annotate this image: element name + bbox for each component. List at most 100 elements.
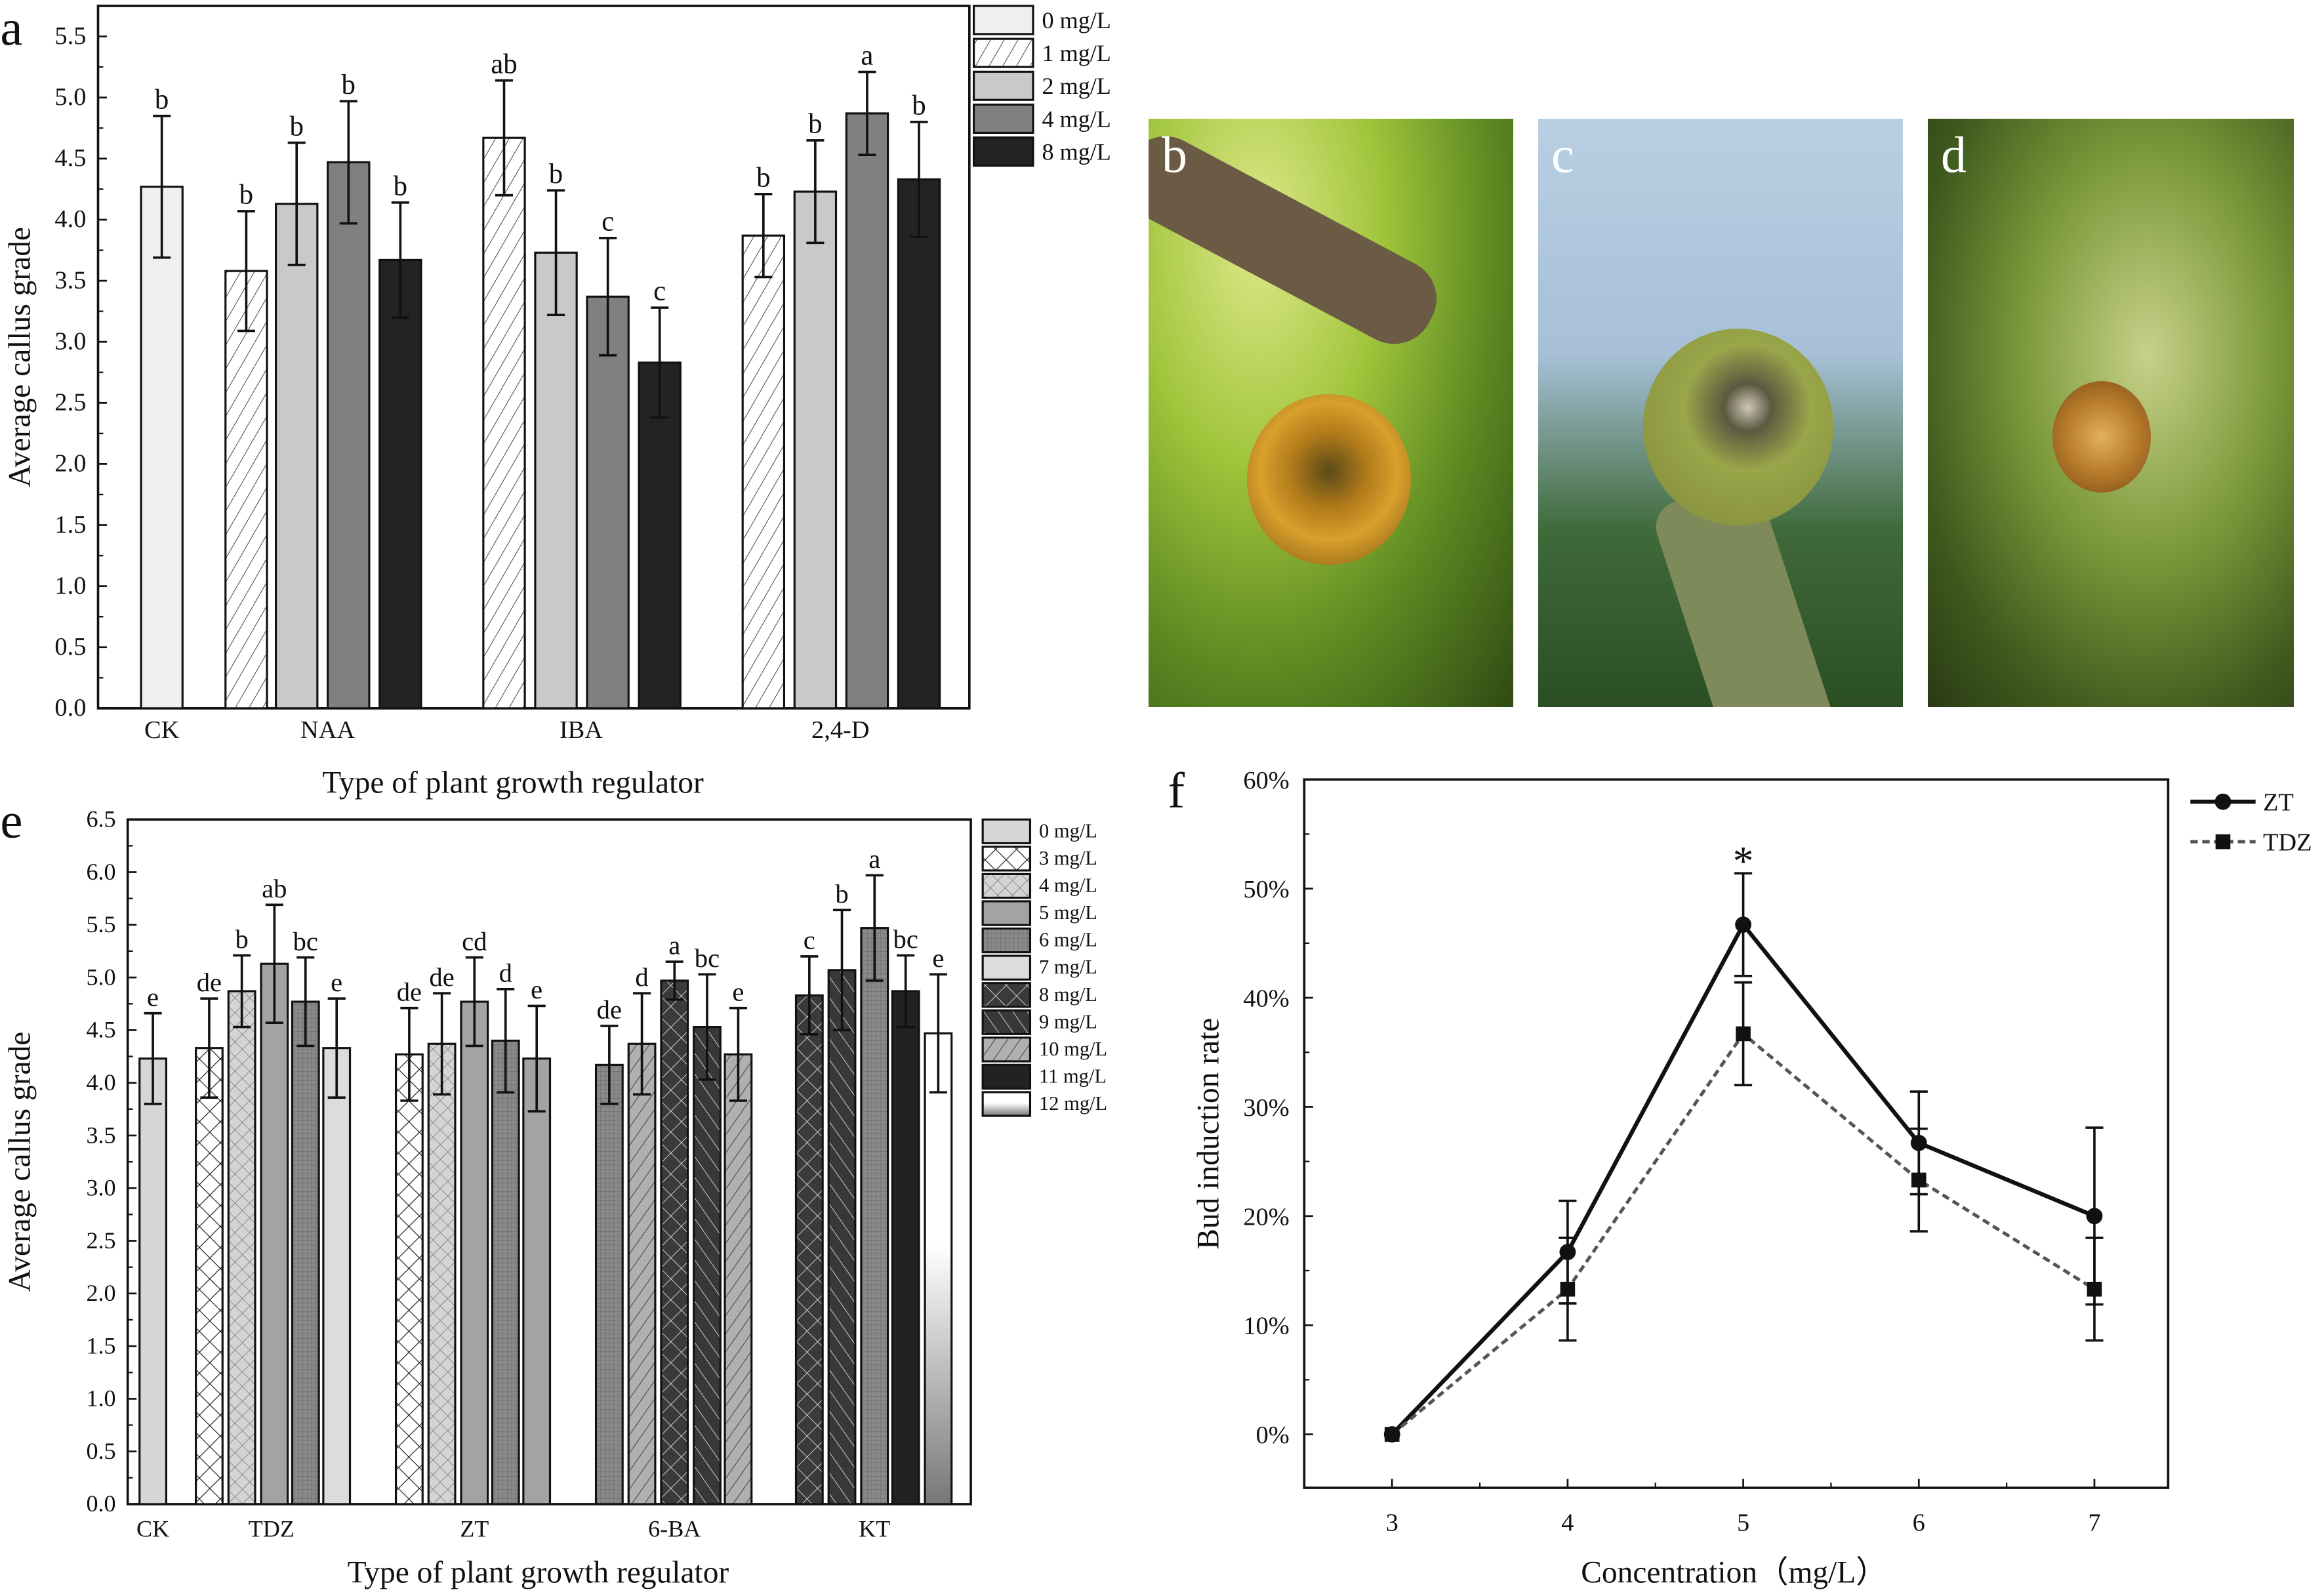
error-bar	[527, 1004, 546, 1113]
legend-swatch	[981, 927, 1032, 954]
legend-label: TDZ	[2263, 829, 2312, 857]
category-label: IBA	[560, 716, 603, 744]
y-tick-label: 3.0	[86, 1175, 115, 1201]
error-bar	[497, 987, 515, 1094]
y-tick-label: 5.5	[54, 22, 86, 50]
branch-shape	[1149, 122, 1451, 358]
error-bar	[265, 903, 283, 1024]
error-bar	[729, 1006, 747, 1102]
y-tick-label: 3.0	[54, 327, 86, 355]
bar	[522, 1057, 552, 1505]
y-tick-label: 4.5	[54, 144, 86, 172]
data-point-zt	[2086, 1208, 2103, 1225]
legend-label: 10 mg/L	[1039, 1038, 1107, 1060]
x-axis-title: Type of plant growth regulator	[322, 766, 704, 800]
bar	[138, 1057, 167, 1505]
error-bar	[237, 210, 255, 333]
significance-letter: e	[331, 968, 342, 997]
error-bar	[800, 955, 819, 1036]
panel-label-d: d	[1941, 126, 1967, 183]
significance-letter: e	[932, 943, 944, 973]
bar	[845, 112, 889, 710]
error-bar	[233, 954, 251, 1029]
x-axis-title: Concentration（mg/L）	[1581, 1556, 1886, 1590]
bar	[627, 1042, 657, 1505]
legend-swatch	[981, 954, 1032, 981]
significance-letter: a	[668, 931, 680, 960]
bar	[638, 361, 682, 710]
plot-frame	[96, 5, 971, 710]
error-bar	[910, 121, 928, 238]
y-tick-label: 3.5	[54, 266, 86, 294]
error-bar	[665, 960, 683, 1001]
legend-label: 5 mg/L	[1039, 901, 1097, 924]
bar	[594, 1063, 624, 1505]
error-bar	[600, 1025, 619, 1105]
y-tick-label: 0.0	[86, 1490, 115, 1517]
error-bar	[865, 874, 884, 982]
legend-label: 8 mg/L	[1042, 139, 1111, 165]
data-point-tdz	[1384, 1427, 1400, 1442]
significance-letter: bc	[695, 943, 720, 973]
legend-label: 0 mg/L	[1042, 7, 1111, 33]
category-label: CK	[144, 716, 180, 744]
photo-c: c	[1538, 119, 1903, 707]
bar	[195, 1047, 224, 1505]
bar	[827, 969, 857, 1505]
error-bar	[806, 139, 825, 245]
legend-swatch	[973, 37, 1034, 68]
y-tick-label: 0.5	[54, 633, 86, 661]
callus-shape	[1247, 394, 1411, 565]
significance-letter: de	[197, 968, 222, 997]
significance-letter: e	[147, 982, 159, 1012]
data-point-tdz	[2087, 1281, 2102, 1297]
legend-swatch	[981, 818, 1032, 844]
legend-swatch	[981, 1036, 1032, 1063]
legend-label: 2 mg/L	[1042, 73, 1111, 99]
significance-letter: b	[155, 84, 169, 115]
category-label: KT	[859, 1516, 890, 1542]
data-point-tdz	[1736, 1026, 1751, 1042]
bar	[924, 1032, 953, 1505]
y-tick-label: 6.0	[86, 859, 115, 885]
error-bar	[546, 189, 565, 316]
significance-letter: b	[394, 171, 407, 202]
data-point-tdz	[1560, 1281, 1576, 1297]
x-tick-label: 4	[1561, 1509, 1574, 1537]
error-bar	[153, 114, 171, 259]
y-tick-label: 30%	[1243, 1094, 1289, 1122]
callus-shape	[2052, 381, 2151, 493]
bar	[140, 186, 184, 710]
y-tick-label: 4.0	[54, 205, 86, 233]
y-tick-label: 1.5	[86, 1332, 115, 1359]
y-tick-label: 2.5	[86, 1227, 115, 1254]
callus-shape	[1643, 329, 1833, 525]
significance-letter: a	[861, 40, 873, 71]
significance-letter: de	[429, 962, 454, 992]
bar	[534, 251, 578, 710]
legend-swatch	[973, 136, 1034, 167]
significance-letter: cd	[462, 926, 487, 956]
bar	[327, 161, 371, 710]
error-bar	[754, 193, 773, 279]
legend-label: 11 mg/L	[1039, 1065, 1107, 1087]
significance-letter: ab	[262, 874, 287, 903]
significance-letter: b	[549, 159, 563, 190]
chart-a-callus-auxin: 0.0 0.5 1.0 1.5 2.0 2.5 3.0 3.5 4.0 4.5 5.0 5.5 Aver…	[3, 5, 1111, 800]
legend-swatch	[973, 5, 1034, 35]
category-label: ZT	[460, 1516, 489, 1542]
series-line-tdz	[1391, 1031, 2096, 1436]
bar	[224, 270, 268, 710]
legend-swatch	[981, 1009, 1032, 1035]
bar	[275, 203, 319, 710]
significance-letter: b	[239, 180, 253, 211]
legend-label: 7 mg/L	[1039, 956, 1097, 978]
y-tick-label: 4.0	[86, 1069, 115, 1095]
bar	[724, 1053, 753, 1505]
error-bar	[651, 306, 669, 419]
y-tick-label: 10%	[1243, 1313, 1289, 1340]
significance-letter: de	[597, 995, 622, 1025]
legend-label: 12 mg/L	[1039, 1092, 1107, 1115]
panel-label-f: f	[1168, 763, 1185, 819]
